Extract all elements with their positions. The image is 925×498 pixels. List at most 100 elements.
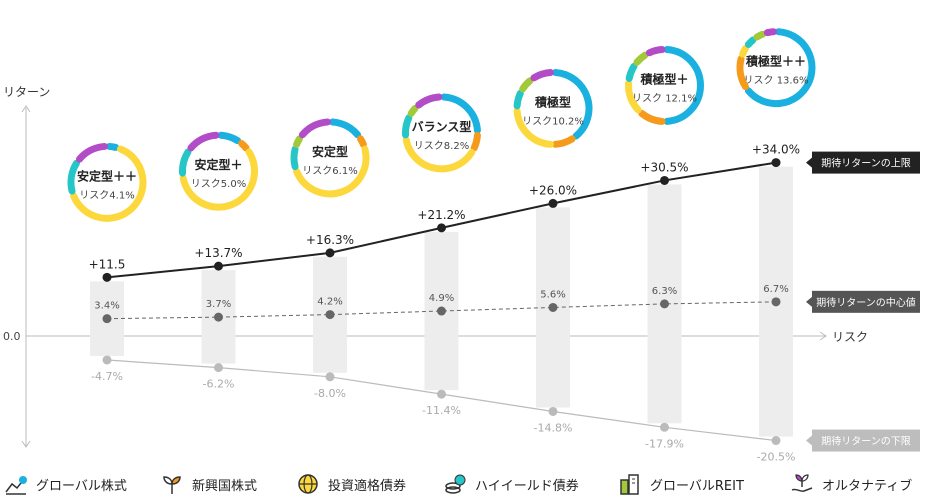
x-axis-arrow — [819, 331, 827, 341]
center-point — [437, 306, 446, 316]
globe-icon — [298, 474, 318, 494]
donut-segment — [329, 118, 362, 139]
donut-segment — [298, 118, 331, 139]
legend-label: 投資適格債券 — [328, 478, 407, 494]
legend: グローバル株式 新興国株式 投資適格債券 ハイイールド債券 グローバルREIT オルタナテ… — [0, 470, 925, 498]
donut-segment — [293, 135, 303, 148]
donut-segment — [552, 135, 576, 148]
donut-segment — [552, 68, 593, 140]
donut-segment — [470, 131, 481, 152]
legend-item: 投資適格債券 — [296, 470, 406, 498]
lower-point — [102, 355, 112, 365]
tag-label: 期待リターンの上限 — [821, 157, 911, 170]
donut-segment — [67, 159, 80, 195]
legend-item: オルタナティブ — [790, 470, 912, 498]
allocation-donut: 安定型＋＋ リスク4.1% — [65, 140, 149, 225]
donut-segment — [744, 28, 816, 108]
donut-segment — [179, 148, 258, 211]
center-point — [660, 299, 669, 309]
center-point — [102, 314, 112, 324]
donut-segment — [402, 136, 476, 173]
legend-item: 新興国株式 — [160, 470, 257, 498]
donut-bg — [622, 43, 707, 128]
donut-segment — [75, 142, 108, 163]
donut-segment — [645, 46, 666, 57]
coins-icon — [445, 474, 466, 494]
upper-point — [437, 223, 446, 233]
center-point — [214, 312, 223, 322]
lower-point — [548, 406, 558, 416]
center-point — [771, 297, 781, 307]
tag-pointer — [806, 296, 812, 307]
center-point — [325, 310, 335, 320]
sprout-icon — [163, 476, 181, 494]
center-label: 6.3% — [652, 286, 677, 297]
donut-bg — [65, 140, 149, 225]
legend-label: グローバル株式 — [36, 478, 127, 494]
lower-label: -8.0% — [314, 387, 346, 400]
allocation-donut: 積極型＋＋ リスク 13.6% — [734, 25, 818, 110]
donut-segment — [440, 93, 481, 134]
donut-segment — [290, 145, 299, 171]
donut-segment — [187, 131, 220, 152]
upper-label: +26.0% — [529, 183, 577, 197]
buildings-icon — [620, 474, 639, 495]
lower-label: -17.9% — [645, 437, 684, 450]
upper-point — [771, 158, 781, 168]
risk-return-chart: リターン リスク 0.0 +11.5 3.4% -4.7% +13.7% 3.7% -6.… — [3, 25, 920, 464]
line-chart-icon — [5, 476, 27, 495]
donut-segment — [70, 145, 147, 222]
donut-segment — [633, 51, 649, 66]
upper-label: +16.3% — [306, 233, 354, 247]
portfolio-risk: リスク 12.1% — [632, 92, 697, 104]
donut-segment — [415, 93, 443, 109]
lower-point — [660, 422, 669, 432]
donut-segment — [744, 36, 757, 48]
donut-segment — [217, 131, 242, 145]
portfolio-risk: リスク10.2% — [522, 115, 584, 127]
donut-segment — [407, 104, 419, 117]
donut-segment — [663, 46, 704, 125]
donut-segment — [402, 114, 413, 139]
donut-bg — [288, 115, 372, 200]
portfolio-name: 安定型＋＋ — [77, 168, 137, 183]
portfolio-risk: リスク6.1% — [302, 165, 357, 177]
center-label: 6.7% — [763, 284, 788, 295]
donut-segment — [519, 77, 534, 93]
center-label: 3.7% — [206, 299, 231, 310]
donut-segment — [513, 107, 554, 148]
tag-pointer — [806, 435, 812, 446]
donut-segment — [763, 28, 777, 37]
center-label: 4.9% — [429, 293, 454, 304]
upper-point — [102, 272, 112, 282]
center-tag: 期待リターンの中心値 — [806, 290, 920, 313]
upper-point — [214, 261, 223, 271]
lower-label: -4.7% — [91, 370, 123, 383]
donut-layer: 安定型＋＋リスク4.1%安定型＋リスク5.0%安定型リスク6.1%バランス型リス… — [65, 25, 818, 225]
donut-segment — [736, 55, 749, 91]
upper-label: +21.2% — [417, 208, 465, 222]
upper-point — [660, 175, 669, 185]
lower-label: -14.8% — [534, 421, 573, 434]
upper-tag: 期待リターンの上限 — [806, 151, 920, 174]
donut-bg — [176, 129, 261, 214]
lower-point — [325, 372, 335, 382]
upper-label: +34.0% — [752, 143, 800, 157]
upper-label: +11.5 — [89, 257, 126, 271]
tag-label: 期待リターンの中心値 — [816, 296, 916, 309]
center-label: 5.6% — [540, 289, 565, 300]
portfolio-name: バランス型 — [412, 119, 472, 134]
donut-segment — [753, 30, 767, 41]
portfolio-name: 安定型 — [312, 144, 348, 159]
portfolio-risk: リスク5.0% — [191, 178, 246, 190]
upper-point — [325, 248, 335, 258]
legend-label: オルタナティブ — [822, 478, 913, 494]
donut-bg — [734, 25, 818, 110]
label-layer: +11.5 3.4% -4.7% +13.7% 3.7% -6.2% +16.3% 4.2% -… — [89, 143, 800, 464]
donut-segment — [513, 89, 524, 110]
tag-box — [812, 290, 920, 313]
donut-segment — [293, 145, 370, 198]
legend-label: グローバルREIT — [650, 478, 744, 494]
